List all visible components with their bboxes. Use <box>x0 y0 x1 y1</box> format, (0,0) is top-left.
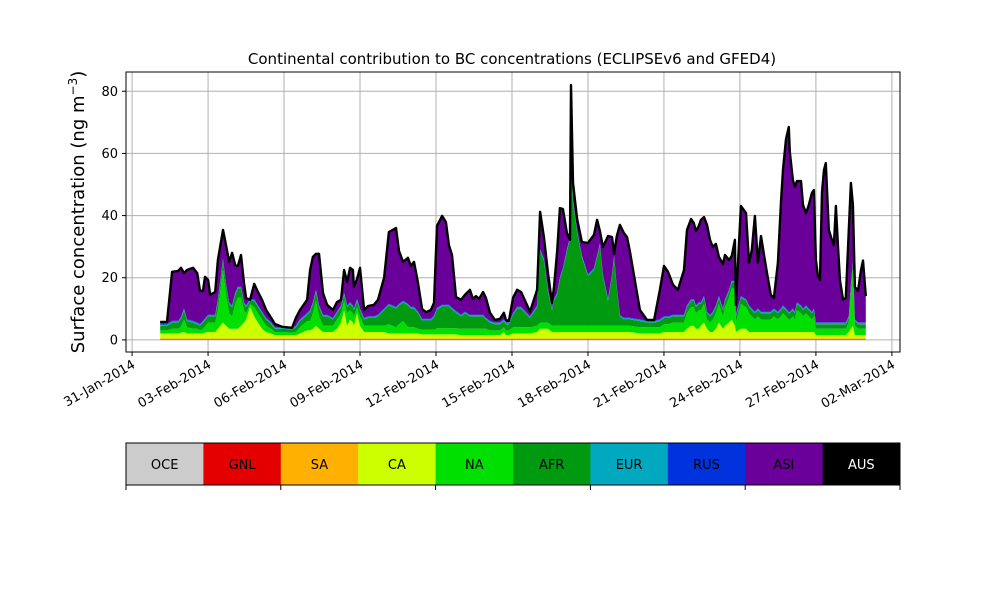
x-tick-label: 18-Feb-2014 <box>515 357 594 411</box>
x-tick-label: 21-Feb-2014 <box>591 357 670 411</box>
y-tick-label: 80 <box>101 85 118 100</box>
y-axis: 0 20 40 60 80 <box>101 85 126 348</box>
legend-swatch-oce <box>126 443 204 485</box>
legend-label-eur: EUR <box>616 458 643 473</box>
legend-swatch-eur <box>590 443 669 485</box>
legend-swatch-gnl <box>203 443 282 485</box>
y-axis-label-close: ) <box>68 71 89 78</box>
area-asi <box>160 85 866 328</box>
chart-title: Continental contribution to BC concentra… <box>248 50 776 68</box>
legend-label-ca: CA <box>388 458 406 473</box>
x-tick-label: 03-Feb-2014 <box>136 357 215 411</box>
x-tick-label: 09-Feb-2014 <box>287 357 366 411</box>
legend-label-asi: ASI <box>773 458 794 473</box>
y-tick-label: 40 <box>101 209 118 224</box>
legend-swatch-rus <box>667 443 746 485</box>
area-layers <box>160 85 866 340</box>
colorbar-legend: OCE GNL SA CA NA AFR EUR RUS ASI AUS <box>125 442 901 490</box>
x-axis: 31-Jan-201403-Feb-201406-Feb-201409-Feb-… <box>61 352 898 412</box>
x-tick-label: 27-Feb-2014 <box>743 357 822 411</box>
x-tick-label: 06-Feb-2014 <box>212 357 291 411</box>
area-ca <box>160 307 866 339</box>
y-tick-label: 20 <box>101 271 118 286</box>
legend-label-aus: AUS <box>848 458 875 473</box>
area-na <box>160 269 866 336</box>
legend-swatch-asi <box>745 443 824 485</box>
plot-frame <box>125 71 901 353</box>
total-line-group <box>160 83 867 329</box>
legend-label-gnl: GNL <box>229 458 257 473</box>
y-axis-label-superscript: −3 <box>66 78 80 96</box>
y-tick-label: 60 <box>101 147 118 162</box>
x-tick-label: 02-Mar-2014 <box>819 357 898 411</box>
legend-swatch-afr <box>513 443 591 485</box>
legend-swatch-aus <box>822 443 901 485</box>
legend-label-sa: SA <box>311 458 328 473</box>
legend-swatch-na <box>435 443 514 485</box>
y-tick-label: 0 <box>110 333 118 348</box>
x-tick-label: 31-Jan-2014 <box>61 357 138 410</box>
y-axis-label-text: Surface concentration (ng m <box>68 95 89 353</box>
colorbar-frame <box>125 442 901 486</box>
y-axis-label: Surface concentration (ng m−3) <box>66 71 89 354</box>
x-tick-label: 15-Feb-2014 <box>439 357 518 411</box>
area-afr <box>160 145 866 333</box>
legend-label-rus: RUS <box>693 458 720 473</box>
x-tick-label: 12-Feb-2014 <box>363 357 442 411</box>
legend-label-oce: OCE <box>151 458 179 473</box>
x-tick-label: 24-Feb-2014 <box>667 357 746 411</box>
legend-swatch-sa <box>280 443 359 485</box>
legend-label-na: NA <box>465 458 484 473</box>
area-sa <box>160 338 866 340</box>
total-concentration-line <box>160 83 867 329</box>
legend-label-afr: AFR <box>539 458 564 473</box>
area-gnl <box>160 339 866 340</box>
legend-swatch-ca <box>358 443 437 485</box>
area-eur <box>160 144 866 330</box>
